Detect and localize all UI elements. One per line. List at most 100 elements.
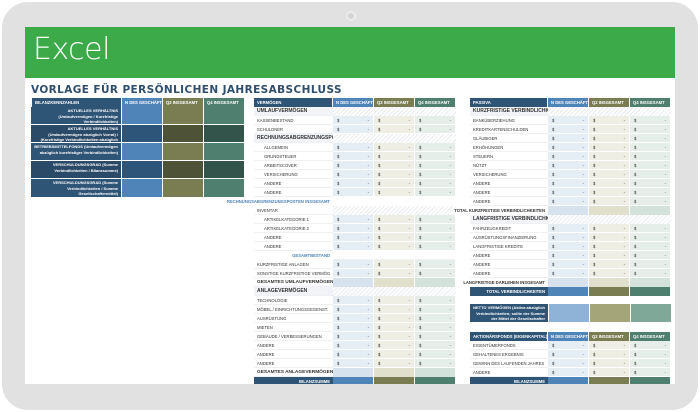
value-cell[interactable]: $ - bbox=[630, 134, 671, 143]
value-cell[interactable]: $ - bbox=[548, 260, 589, 269]
kpi-value-cell[interactable] bbox=[162, 161, 203, 179]
value-cell[interactable]: $ - bbox=[415, 323, 456, 332]
value-cell[interactable]: $ - bbox=[374, 170, 415, 179]
kpi-value-cell[interactable] bbox=[203, 125, 244, 143]
value-cell[interactable]: $ - bbox=[415, 314, 456, 323]
total-value-cell[interactable] bbox=[589, 278, 630, 287]
value-cell[interactable]: $ - bbox=[548, 134, 589, 143]
value-cell[interactable]: $ - bbox=[415, 161, 456, 170]
value-cell[interactable]: $ - bbox=[374, 305, 415, 314]
value-cell[interactable]: $ - bbox=[589, 251, 630, 260]
value-cell[interactable]: $ - bbox=[548, 125, 589, 134]
balance-total-cell[interactable] bbox=[333, 377, 374, 384]
value-cell[interactable]: $ - bbox=[333, 332, 374, 341]
value-cell[interactable]: $ - bbox=[630, 143, 671, 152]
balance-total-cell[interactable] bbox=[415, 377, 456, 384]
value-cell[interactable]: $ - bbox=[548, 143, 589, 152]
value-cell[interactable]: $ - bbox=[333, 215, 374, 224]
kpi-value-cell[interactable] bbox=[121, 143, 162, 161]
value-cell[interactable]: $ - bbox=[415, 224, 456, 233]
total-value-cell[interactable] bbox=[415, 368, 456, 377]
value-cell[interactable]: $ - bbox=[630, 350, 671, 359]
value-cell[interactable]: $ - bbox=[333, 179, 374, 188]
total-value-cell[interactable] bbox=[374, 368, 415, 377]
kpi-value-cell[interactable] bbox=[121, 179, 162, 198]
value-cell[interactable]: $ - bbox=[548, 350, 589, 359]
kpi-value-cell[interactable] bbox=[203, 179, 244, 198]
value-cell[interactable]: $ - bbox=[374, 269, 415, 278]
value-cell[interactable]: $ - bbox=[374, 143, 415, 152]
value-cell[interactable]: $ - bbox=[548, 242, 589, 251]
value-cell[interactable]: $ - bbox=[548, 188, 589, 197]
kpi-value-cell[interactable] bbox=[203, 143, 244, 161]
value-cell[interactable]: $ - bbox=[333, 305, 374, 314]
value-cell[interactable]: $ - bbox=[630, 359, 671, 368]
total-value-cell[interactable] bbox=[374, 251, 415, 260]
value-cell[interactable]: $ - bbox=[415, 350, 456, 359]
value-cell[interactable]: $ - bbox=[548, 233, 589, 242]
value-cell[interactable]: $ - bbox=[374, 296, 415, 305]
value-cell[interactable]: $ - bbox=[374, 224, 415, 233]
balance-total-cell[interactable] bbox=[589, 377, 630, 384]
value-cell[interactable]: $ - bbox=[630, 170, 671, 179]
total-value-cell[interactable] bbox=[630, 206, 671, 215]
value-cell[interactable]: $ - bbox=[333, 242, 374, 251]
value-cell[interactable]: $ - bbox=[374, 341, 415, 350]
value-cell[interactable]: $ - bbox=[589, 197, 630, 206]
kpi-value-cell[interactable] bbox=[203, 107, 244, 125]
value-cell[interactable]: $ - bbox=[415, 233, 456, 242]
value-cell[interactable]: $ - bbox=[333, 116, 374, 125]
value-cell[interactable]: $ - bbox=[630, 251, 671, 260]
kpi-value-cell[interactable] bbox=[121, 107, 162, 125]
value-cell[interactable]: $ - bbox=[415, 152, 456, 161]
value-cell[interactable]: $ - bbox=[630, 224, 671, 233]
value-cell[interactable]: $ - bbox=[548, 368, 589, 377]
value-cell[interactable]: $ - bbox=[333, 350, 374, 359]
total-value-cell[interactable] bbox=[333, 278, 374, 287]
value-cell[interactable]: $ - bbox=[630, 116, 671, 125]
value-cell[interactable]: $ - bbox=[374, 233, 415, 242]
value-cell[interactable]: $ - bbox=[333, 170, 374, 179]
value-cell[interactable]: $ - bbox=[415, 296, 456, 305]
value-cell[interactable]: $ - bbox=[415, 188, 456, 197]
value-cell[interactable]: $ - bbox=[374, 323, 415, 332]
value-cell[interactable]: $ - bbox=[589, 152, 630, 161]
net-assets-cell[interactable] bbox=[589, 304, 630, 323]
total-value-cell[interactable] bbox=[548, 206, 589, 215]
value-cell[interactable]: $ - bbox=[415, 359, 456, 368]
value-cell[interactable]: $ - bbox=[415, 269, 456, 278]
value-cell[interactable]: $ - bbox=[589, 134, 630, 143]
total-value-cell[interactable] bbox=[548, 278, 589, 287]
value-cell[interactable]: $ - bbox=[374, 242, 415, 251]
kpi-value-cell[interactable] bbox=[203, 161, 244, 179]
value-cell[interactable]: $ - bbox=[630, 125, 671, 134]
value-cell[interactable]: $ - bbox=[630, 368, 671, 377]
value-cell[interactable]: $ - bbox=[630, 242, 671, 251]
value-cell[interactable]: $ - bbox=[589, 224, 630, 233]
net-assets-cell[interactable] bbox=[630, 304, 671, 323]
value-cell[interactable]: $ - bbox=[415, 125, 456, 134]
total-value-cell[interactable] bbox=[548, 287, 589, 296]
value-cell[interactable]: $ - bbox=[333, 359, 374, 368]
value-cell[interactable]: $ - bbox=[333, 224, 374, 233]
value-cell[interactable]: $ - bbox=[374, 359, 415, 368]
value-cell[interactable]: $ - bbox=[415, 179, 456, 188]
value-cell[interactable]: $ - bbox=[548, 170, 589, 179]
value-cell[interactable]: $ - bbox=[374, 260, 415, 269]
value-cell[interactable]: $ - bbox=[333, 260, 374, 269]
value-cell[interactable]: $ - bbox=[548, 152, 589, 161]
value-cell[interactable]: $ - bbox=[589, 269, 630, 278]
value-cell[interactable]: $ - bbox=[548, 341, 589, 350]
value-cell[interactable]: $ - bbox=[630, 179, 671, 188]
value-cell[interactable]: $ - bbox=[333, 296, 374, 305]
value-cell[interactable]: $ - bbox=[589, 368, 630, 377]
balance-total-cell[interactable] bbox=[548, 377, 589, 384]
kpi-value-cell[interactable] bbox=[162, 143, 203, 161]
value-cell[interactable]: $ - bbox=[548, 197, 589, 206]
value-cell[interactable]: $ - bbox=[333, 161, 374, 170]
value-cell[interactable]: $ - bbox=[374, 314, 415, 323]
kpi-value-cell[interactable] bbox=[162, 179, 203, 198]
value-cell[interactable]: $ - bbox=[589, 125, 630, 134]
value-cell[interactable]: $ - bbox=[415, 341, 456, 350]
value-cell[interactable]: $ - bbox=[630, 260, 671, 269]
